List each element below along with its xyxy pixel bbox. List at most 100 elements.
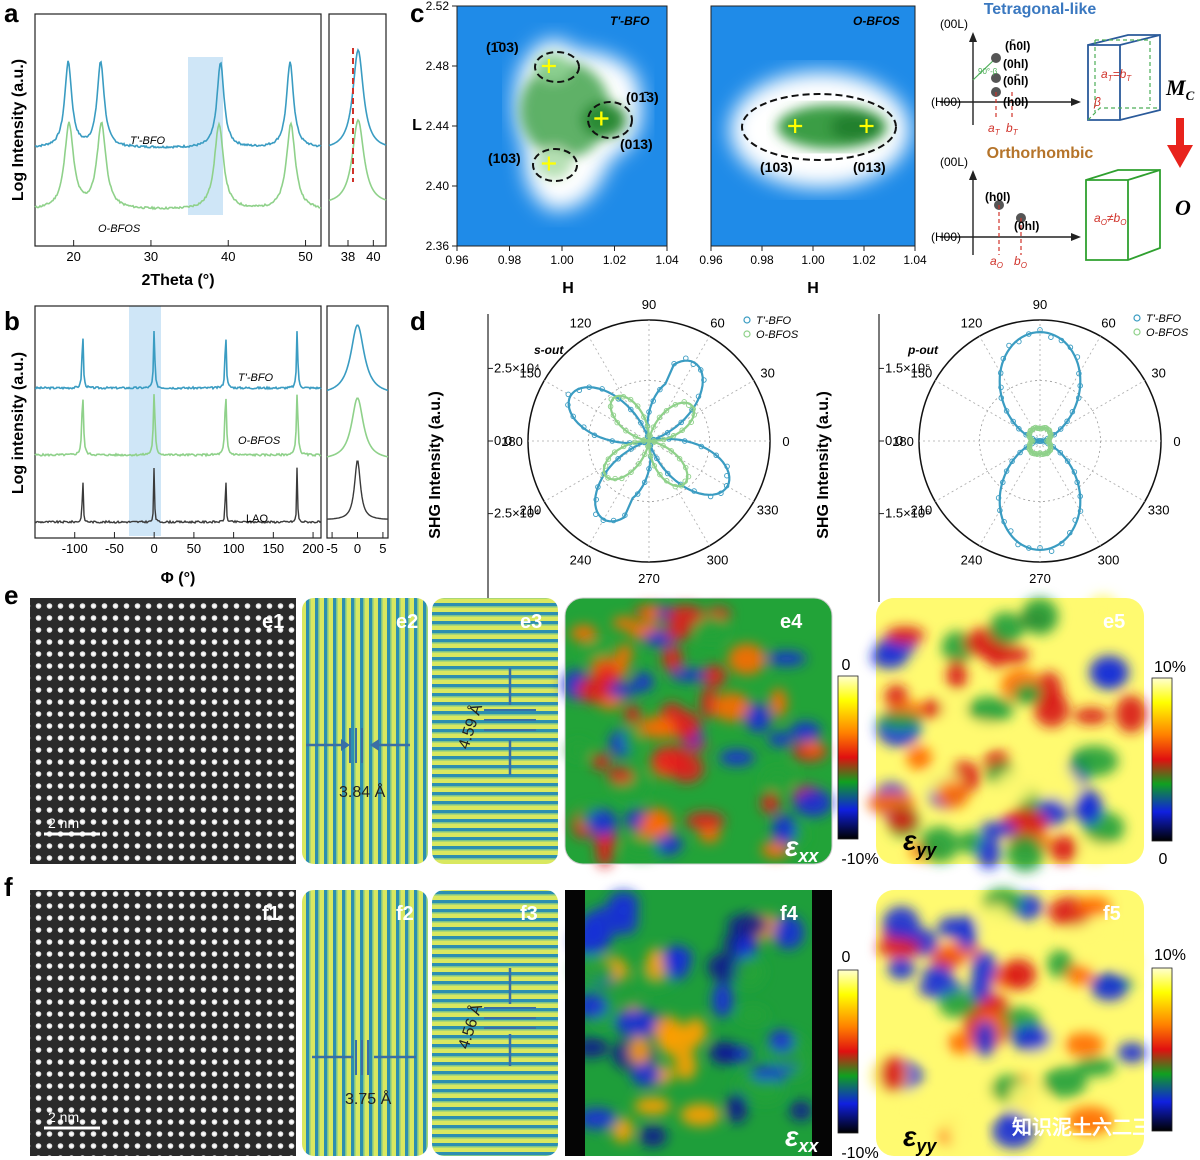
- series-label-tbfo-b: T'-BFO: [238, 372, 274, 384]
- data-point: [681, 438, 688, 444]
- label-h0l: (h0l): [1003, 95, 1028, 109]
- y-tick-label: 2.44: [426, 119, 450, 133]
- data-point: [644, 423, 651, 430]
- polar-plot-s-out: 90603003303002702402101801501202.5×10⁴0.…: [487, 297, 790, 602]
- x-axis-title-b: Φ (°): [161, 570, 196, 587]
- data-point: [1064, 418, 1070, 425]
- subpanel-label-e2: e2: [396, 611, 418, 633]
- polar-title-s-out: s-out: [534, 343, 564, 357]
- data-point: [668, 448, 674, 454]
- x-tick-label: 20: [66, 249, 80, 264]
- label-bo: bO: [1014, 254, 1027, 270]
- spot-label-013-b: (013): [853, 159, 886, 175]
- x-tick-label: 0.98: [750, 253, 774, 267]
- y-axis-title-d-right: SHG Intensity (a.u.): [815, 391, 832, 539]
- data-point: [690, 361, 697, 367]
- label-0hl: (0hl): [1003, 57, 1028, 71]
- data-point: [600, 517, 607, 523]
- radial-tick-label: 0.0: [494, 433, 512, 448]
- data-point: [1017, 449, 1023, 456]
- subpanel-label-f2: f2: [396, 903, 414, 925]
- data-point: [664, 430, 671, 436]
- rsm-ticks-tbfo: 0.96 0.98 1.00 1.02 1.04 2.36 2.40 2.44 2.48 2.52: [426, 0, 679, 267]
- subpanel-label-f3: f3: [520, 903, 538, 925]
- data-point: [995, 495, 1002, 501]
- subpanel-label-e3: e3: [520, 611, 542, 633]
- label-aT-eq-bT: aT=bT: [1101, 67, 1132, 83]
- radial-tick-label: 0.0: [885, 433, 903, 448]
- x-tick-label: 1.00: [801, 253, 825, 267]
- colorbar-eyy-f: [1151, 967, 1173, 1132]
- colorbar-top-eyy-f: 10%: [1154, 947, 1186, 964]
- peak-center-marker: [859, 119, 874, 133]
- y-tick-label: 2.48: [426, 59, 450, 73]
- x-tick-label: 200: [302, 541, 324, 556]
- data-point: [622, 512, 628, 518]
- data-point: [690, 406, 696, 412]
- data-point: [707, 493, 714, 500]
- panel-b-main: -100 -50 0 50 100 150 200 T'-BFO O-BFOS LAO Φ …: [10, 305, 324, 587]
- data-point: [636, 460, 642, 467]
- strain-label-exx-f: εxx: [785, 1121, 819, 1156]
- series-line-tbfo-b: [34, 330, 322, 391]
- polar-angle-label: 270: [1029, 571, 1051, 586]
- x-tick-label: 5: [379, 541, 386, 556]
- legend-label-obfos: O-BFOS: [756, 329, 799, 341]
- label-h0l-o: (h0l): [985, 190, 1010, 204]
- x-tick-label: -50: [105, 541, 124, 556]
- data-point: [998, 384, 1004, 391]
- data-point: [1077, 382, 1083, 389]
- data-point: [1037, 327, 1043, 333]
- data-point: [611, 449, 618, 455]
- data-point: [1037, 544, 1043, 551]
- data-point: [565, 402, 571, 408]
- rsm-title-tbfo: T'-BFO: [610, 14, 650, 28]
- data-point: [1000, 479, 1006, 486]
- colorbar-exx-f: [837, 969, 859, 1134]
- legend-d-left: T'-BFO O-BFOS: [743, 315, 799, 341]
- label-H00-top: (H00): [931, 95, 961, 109]
- x-axis-title-c-right: H: [807, 280, 819, 297]
- polar-angle-label: 210: [911, 503, 933, 518]
- label-ao: aO: [990, 254, 1003, 270]
- legend-label-tbfo-2: T'-BFO: [1146, 313, 1182, 325]
- series-line-obfos-polar: [602, 394, 696, 488]
- data-point: [628, 469, 634, 475]
- data-point: [586, 384, 592, 390]
- rsm-spots-tbfo: [532, 51, 633, 182]
- data-point: [998, 395, 1005, 401]
- scale-label-f1: 2 nm: [48, 1109, 79, 1125]
- label-beta: β: [1093, 95, 1101, 109]
- data-point: [663, 478, 670, 484]
- data-point: [1067, 344, 1074, 351]
- data-point: [660, 442, 666, 449]
- y-axis-title-d-left: SHG Intensity (a.u.): [427, 391, 444, 539]
- x-tick-label: 50: [298, 249, 312, 264]
- data-point: [1058, 337, 1065, 344]
- legend-label-tbfo: T'-BFO: [756, 315, 792, 327]
- data-point: [1048, 548, 1055, 554]
- data-point: [1067, 530, 1073, 536]
- subpanel-label-f5: f5: [1103, 903, 1121, 925]
- panel-a-inset: 38 40: [328, 13, 387, 264]
- label-0hl-o: (0hl): [1014, 219, 1039, 233]
- x-tick-label: 0.98: [498, 253, 522, 267]
- polar-angle-label: 300: [707, 553, 729, 568]
- data-point: [685, 473, 692, 480]
- panel-letter-b: b: [4, 306, 20, 336]
- data-point: [1003, 408, 1010, 414]
- data-point: [620, 443, 627, 450]
- series-label-lao-b: LAO: [246, 513, 268, 525]
- label-O: O: [1175, 195, 1191, 220]
- data-point: [610, 412, 617, 418]
- data-point: [602, 463, 609, 469]
- polar-angle-label: 120: [570, 315, 592, 330]
- data-point: [619, 475, 625, 482]
- data-point: [1064, 458, 1071, 464]
- label-h0l-bar: (h̄0l): [1005, 39, 1030, 53]
- data-point: [1026, 545, 1032, 551]
- polar-angle-label: 30: [1151, 366, 1165, 381]
- haadf-image-f1: [30, 890, 296, 1156]
- data-point: [593, 496, 599, 503]
- data-point: [695, 393, 702, 400]
